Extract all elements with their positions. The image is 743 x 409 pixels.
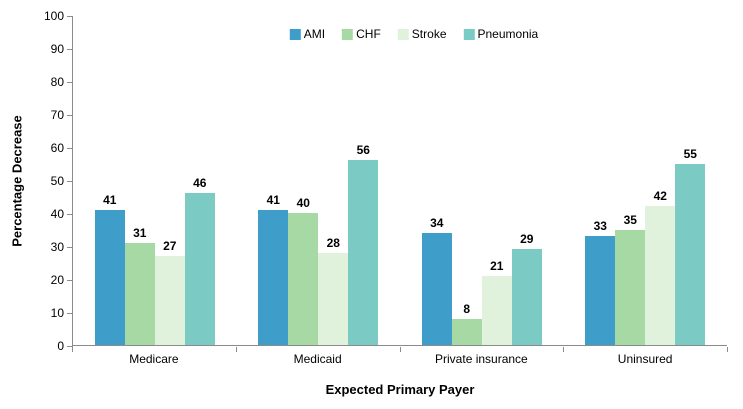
category-label: Uninsured: [617, 352, 673, 366]
y-tick-label: 30: [50, 239, 64, 254]
y-tick-label: 0: [57, 338, 64, 353]
legend-swatch: [463, 28, 475, 40]
legend-swatch: [342, 28, 354, 40]
bar-value-label: 33: [593, 219, 607, 234]
bar-value-label: 27: [163, 238, 177, 253]
y-tick-mark: [67, 280, 73, 281]
bar: 34: [421, 216, 452, 345]
x-axis-title: Expected Primary Payer: [325, 382, 475, 397]
y-tick-label: 10: [50, 305, 64, 320]
y-tick-mark: [67, 247, 73, 248]
category-label: Medicaid: [293, 352, 342, 366]
legend-item: AMI: [289, 27, 326, 41]
bar-group: 33 35 42 55: [564, 16, 728, 345]
bar: 27: [154, 239, 185, 345]
x-tick-mark: [563, 347, 565, 352]
legend-label: Stroke: [411, 27, 447, 41]
bar-value-label: 42: [653, 189, 667, 204]
bar-value-label: 46: [193, 176, 207, 191]
bar-group: 41 31 27 46: [73, 16, 237, 345]
y-tick-mark: [67, 313, 73, 314]
y-tick-label: 80: [50, 74, 64, 89]
bar: 21: [481, 259, 512, 345]
bar: 28: [318, 236, 349, 345]
legend-item: CHF: [342, 27, 381, 41]
y-tick-mark: [67, 49, 73, 50]
legend: AMI CHF Stroke Pneumonia: [289, 27, 538, 41]
y-tick-label: 100: [43, 8, 64, 23]
bar-group: 34 8 21 29: [400, 16, 564, 345]
legend-label: AMI: [303, 27, 326, 41]
y-tick-mark: [67, 16, 73, 17]
y-tick-mark: [67, 214, 73, 215]
bar-value-label: 31: [133, 225, 147, 240]
bar-value-label: 28: [326, 235, 340, 250]
bar-value-label: 34: [430, 215, 444, 230]
bar: 55: [675, 147, 706, 345]
x-tick-mark: [727, 347, 728, 352]
bar: 41: [258, 193, 289, 345]
bar-value-label: 40: [296, 196, 310, 210]
bar-groups: 41 31 27 46 41 40 28 56 34 8 21 29 33 35 42 55: [73, 16, 727, 345]
bar-value-label: 56: [356, 143, 370, 158]
bar-value-label: 55: [683, 146, 697, 161]
bar-value-label: 8: [463, 301, 471, 316]
category-label: Private insurance: [435, 352, 528, 366]
bar: 8: [451, 302, 482, 345]
bar: 33: [585, 219, 616, 345]
x-tick-mark: [399, 347, 401, 352]
y-tick-label: 90: [50, 41, 64, 56]
bar: 41: [94, 193, 125, 345]
legend-item: Pneumonia: [463, 27, 538, 41]
y-tick-label: 60: [50, 140, 64, 155]
bar: 29: [511, 232, 542, 345]
bar: 56: [348, 143, 379, 345]
bar-value-label: 41: [266, 192, 280, 207]
plot-area: 41 31 27 46 41 40 28 56 34 8 21 29 33 35 42 55: [72, 16, 727, 346]
y-tick-label: 40: [50, 206, 64, 221]
legend-label: CHF: [356, 27, 381, 41]
y-tick-label: 20: [50, 272, 64, 287]
legend-item: Stroke: [397, 27, 447, 41]
bar-value-label: 29: [520, 232, 534, 247]
y-tick-label: 70: [50, 107, 64, 122]
x-tick-mark: [235, 347, 237, 352]
bar: 46: [184, 176, 215, 345]
legend-label: Pneumonia: [477, 27, 539, 41]
y-tick-mark: [67, 115, 73, 116]
y-tick-mark: [67, 148, 73, 149]
bar: 31: [124, 226, 155, 345]
category-label: Medicare: [129, 352, 179, 366]
y-tick-mark: [67, 82, 73, 83]
bar-value-label: 35: [623, 212, 637, 227]
bar: 40: [288, 196, 319, 345]
x-tick-mark: [72, 347, 73, 352]
y-tick-mark: [67, 181, 73, 182]
bar: 42: [645, 189, 676, 345]
bar: 35: [615, 213, 646, 345]
bar-group: 41 40 28 56: [237, 16, 401, 345]
y-tick-label: 50: [50, 173, 64, 188]
legend-swatch: [289, 28, 301, 40]
legend-swatch: [397, 28, 409, 40]
bar-value-label: 21: [490, 258, 504, 273]
y-tick-mark: [67, 346, 73, 347]
bar-value-label: 41: [103, 192, 117, 207]
y-axis-title: Percentage Decrease: [9, 115, 25, 247]
